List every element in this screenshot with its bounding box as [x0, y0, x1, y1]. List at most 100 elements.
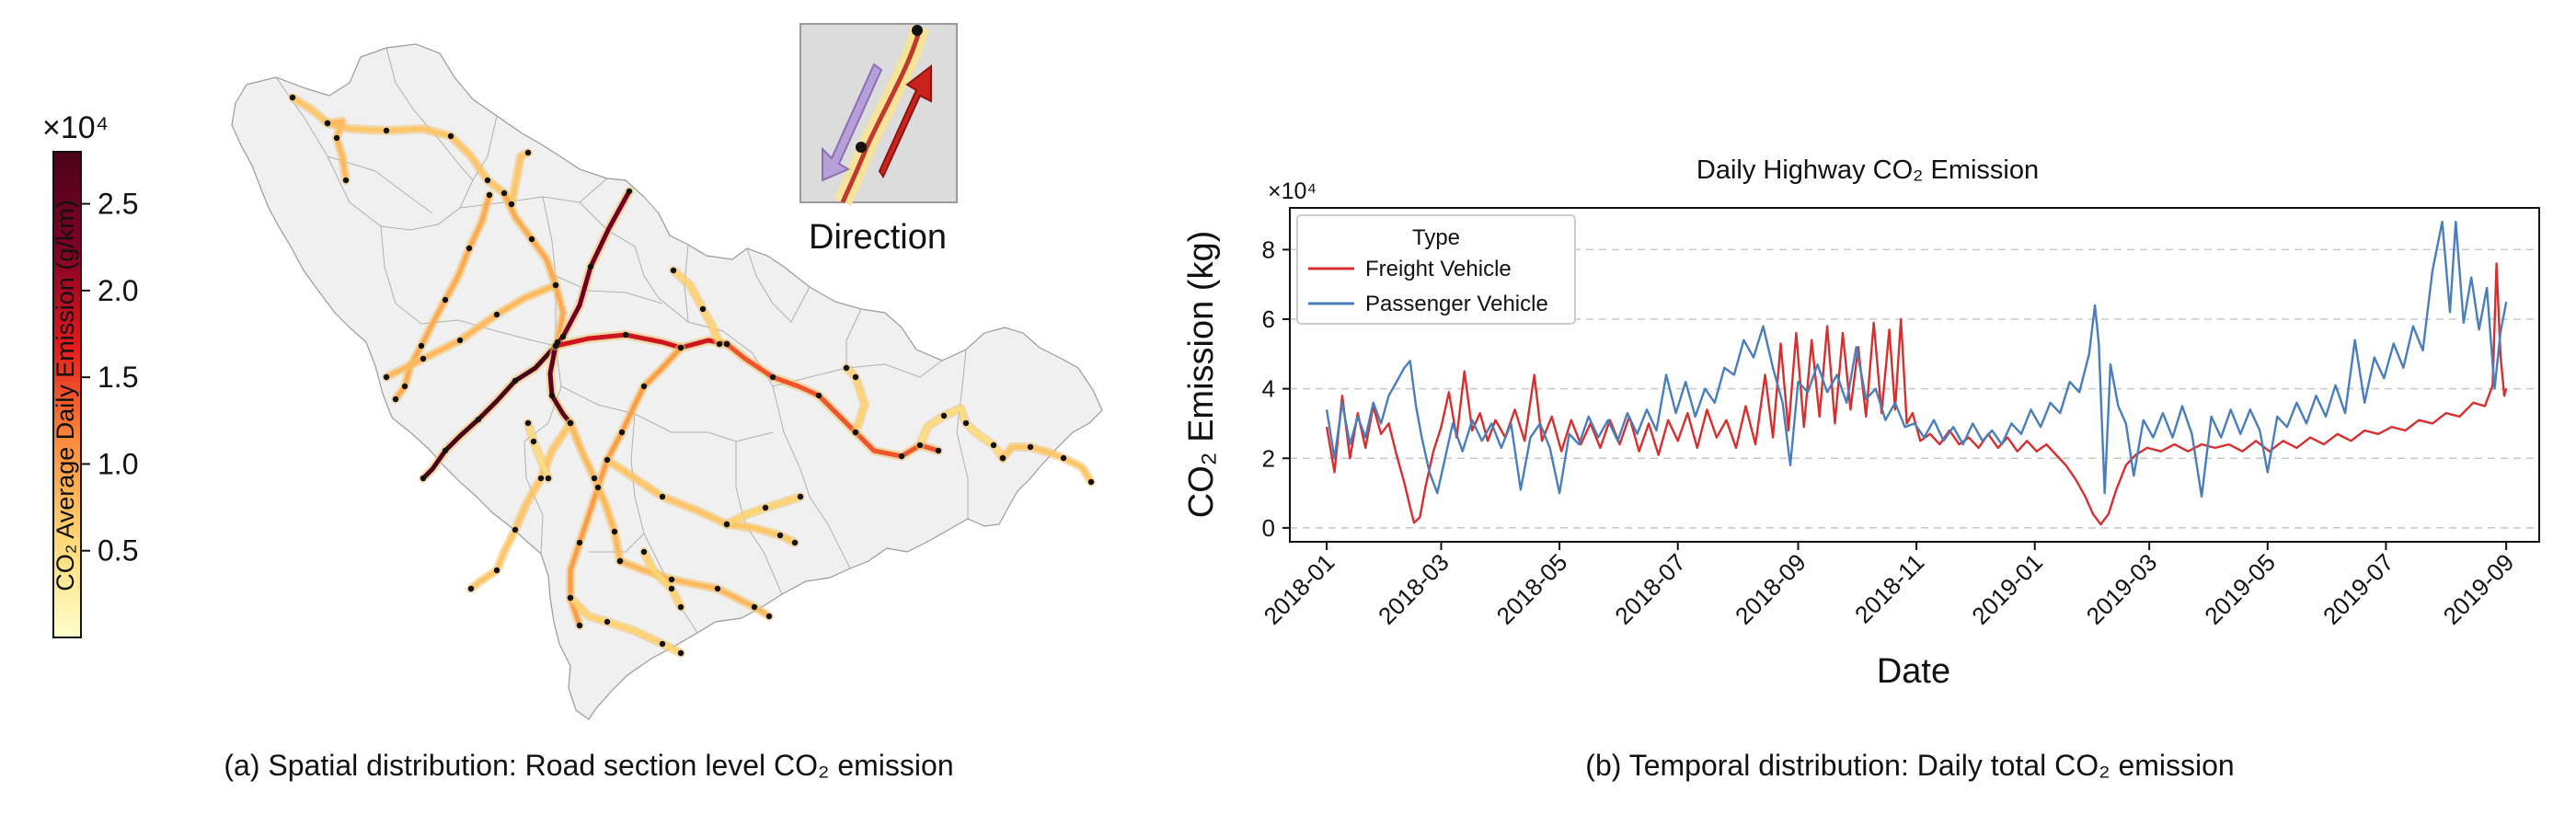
- road-node: [559, 333, 567, 340]
- road-node: [999, 454, 1006, 462]
- road-node: [668, 576, 675, 583]
- road-node: [383, 127, 390, 134]
- left-caption: (a) Spatial distribution: Road section l…: [224, 749, 953, 782]
- right-caption: (b) Temporal distribution: Daily total C…: [1585, 749, 2234, 782]
- road-node: [852, 429, 859, 436]
- road-node: [524, 419, 532, 427]
- y-tick-label: 4: [1262, 375, 1275, 403]
- road-node: [677, 344, 684, 351]
- road-section: [553, 332, 730, 350]
- road-node: [776, 532, 784, 539]
- road-section: [1000, 444, 1094, 485]
- y-tick-label: 0: [1262, 514, 1275, 542]
- road-node: [567, 594, 574, 602]
- road-section: [641, 549, 684, 610]
- road-node: [769, 373, 776, 381]
- x-tick-label: 2019-03: [2081, 548, 2163, 630]
- road-node: [843, 364, 850, 372]
- road-node: [545, 475, 552, 482]
- road-node: [1087, 478, 1095, 486]
- road-section: [568, 595, 684, 656]
- road-node: [537, 475, 545, 482]
- road-node: [670, 267, 677, 274]
- road-nodes: [289, 94, 1095, 657]
- road-node: [508, 201, 515, 208]
- road-node: [466, 245, 473, 252]
- road-node: [940, 412, 948, 419]
- road-node: [762, 504, 769, 511]
- road-node: [442, 296, 449, 304]
- road-node: [640, 383, 648, 390]
- road-node: [640, 548, 648, 556]
- road-node: [493, 311, 500, 318]
- road-node: [659, 640, 666, 648]
- road-node: [1060, 454, 1067, 462]
- x-tick-label: 2018-07: [1609, 548, 1691, 630]
- colorbar-ticks: 0.5 1.0 1.5 2.0 2.5: [81, 188, 138, 568]
- road-section: [724, 341, 941, 459]
- road-node: [447, 132, 454, 140]
- road-section: [525, 420, 551, 481]
- colorbar-multiplier: ×10⁴: [42, 110, 109, 145]
- y-axis: 0 2 4 6 8: [1262, 235, 1290, 542]
- x-tick-label: 2018-03: [1373, 548, 1455, 630]
- x-tick-label: 2018-11: [1849, 548, 1929, 628]
- x-tick-label: 2019-01: [1966, 548, 2048, 630]
- road-node: [714, 585, 721, 592]
- road-node: [289, 94, 296, 101]
- road-node: [699, 305, 707, 313]
- road-node: [723, 521, 730, 528]
- road-section: [617, 558, 772, 619]
- road-node: [626, 188, 633, 195]
- road-section: [568, 420, 623, 564]
- x-tick-label: 2019-09: [2438, 548, 2520, 630]
- timeseries-chart-panel: Daily Highway CO₂ Emission ×10⁴ 0 2 4 6 8 20…: [1182, 155, 2540, 782]
- road-node: [524, 149, 532, 156]
- y-multiplier: ×10⁴: [1268, 178, 1317, 204]
- y-tick-label: 2: [1262, 444, 1275, 472]
- road-node: [1027, 443, 1034, 451]
- y-tick-label: 8: [1262, 235, 1275, 263]
- road-node: [659, 493, 666, 500]
- road-node: [528, 235, 535, 243]
- direction-road-line: [840, 27, 923, 203]
- colorbar: ×10⁴ 0.5 1.0 1.5 2.0 2.5 CO₂ Average Daily E…: [42, 110, 138, 638]
- road-node: [456, 337, 464, 344]
- road-node: [552, 281, 559, 289]
- road-section: [501, 190, 566, 345]
- road-node: [622, 331, 629, 338]
- series-line-passenger-vehicle: [1325, 220, 2508, 498]
- road-node: [418, 342, 425, 350]
- road-node: [898, 453, 905, 460]
- legend-title: Type: [1412, 225, 1460, 250]
- y-axis-label: CO₂ Emission (kg): [1182, 231, 1221, 518]
- road-node: [576, 539, 583, 546]
- road-node: [324, 120, 331, 127]
- colorbar-tick-label: 2.0: [98, 274, 138, 307]
- road-node: [677, 603, 684, 611]
- road-node: [852, 373, 859, 381]
- direction-node-bottom: [856, 142, 867, 153]
- chart-title: Daily Highway CO₂ Emission: [1696, 155, 2039, 185]
- series-lines: [1325, 220, 2508, 526]
- direction-arrow-up-icon: [878, 63, 932, 179]
- y-tick-label: 6: [1262, 305, 1275, 333]
- road-node: [723, 340, 730, 348]
- road-node: [548, 392, 556, 399]
- road-section: [568, 345, 684, 628]
- colorbar-gradient: [52, 151, 82, 638]
- road-node: [576, 622, 583, 629]
- legend-label-passenger: Passenger Vehicle: [1365, 292, 1548, 316]
- road-node: [587, 263, 594, 270]
- x-tick-label: 2018-05: [1491, 548, 1573, 630]
- x-tick-label: 2018-09: [1730, 548, 1811, 630]
- road-node: [815, 392, 822, 399]
- direction-arrow-down-icon: [822, 63, 883, 182]
- legend-label-freight: Freight Vehicle: [1365, 257, 1512, 281]
- road-node: [765, 613, 773, 620]
- province-map-outline: [231, 43, 1103, 720]
- road-node: [591, 475, 598, 482]
- road-node: [401, 383, 408, 390]
- road-node: [420, 355, 427, 362]
- road-node: [677, 649, 684, 657]
